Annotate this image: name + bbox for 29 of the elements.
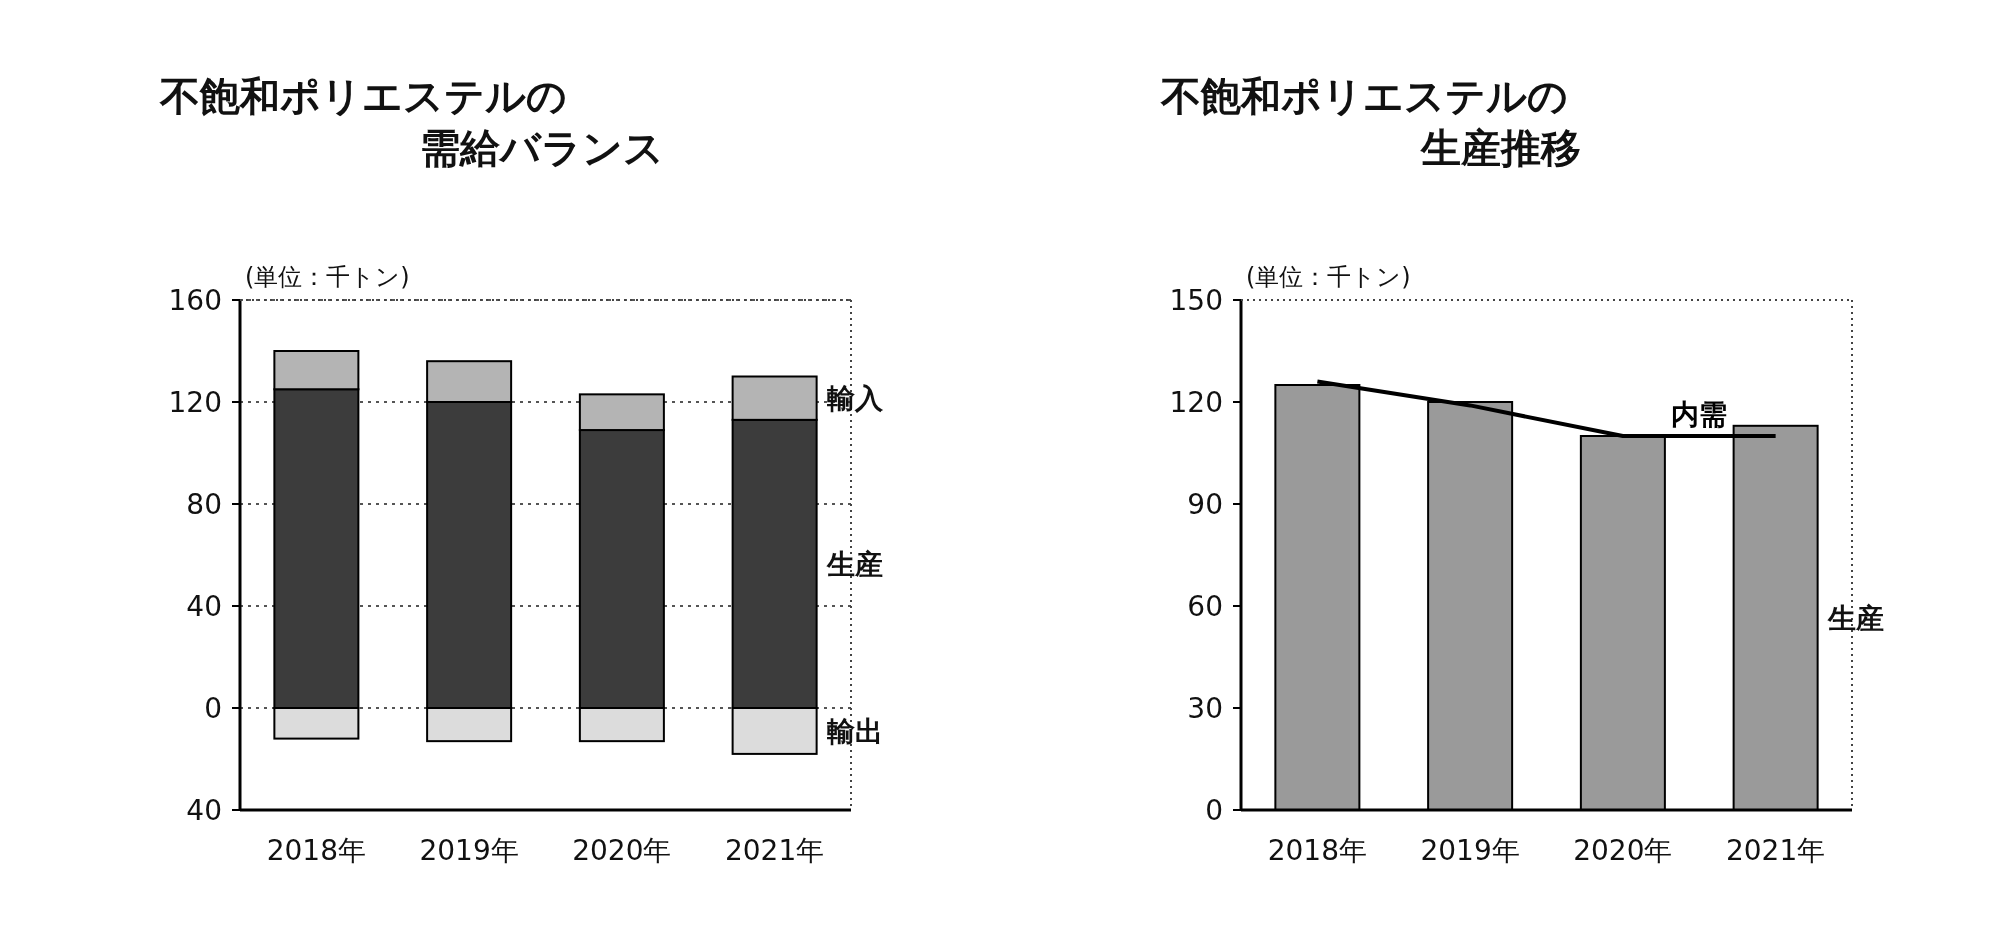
x-tick-label: 2018年 [266, 834, 367, 867]
x-tick-label: 2021年 [1725, 834, 1826, 867]
y-tick-label: 40 [186, 794, 222, 827]
text: (単位：千トン) [245, 263, 410, 291]
y-tick-label: 0 [204, 692, 222, 725]
y-tick-label: 0 [1205, 794, 1223, 827]
y-tick-label: 40 [186, 590, 222, 623]
y-tick-label: 80 [186, 488, 222, 521]
x-tick-label: 2021年 [724, 834, 825, 867]
x-tick-label: 2020年 [1573, 834, 1673, 867]
series-label: 生産 [1826, 601, 1884, 635]
chart-title: 不飽和ポリエステルの生産推移 [1160, 73, 1581, 171]
x-tick-label: 2019年 [1420, 834, 1520, 867]
series-label: 輸入 [825, 382, 884, 416]
chart-title: 不飽和ポリエステルの需給バランス [159, 73, 664, 171]
y-tick-label: 120 [168, 386, 222, 419]
y-tick-label: 60 [1187, 590, 1223, 623]
text: (単位：千トン) [1246, 263, 1411, 291]
series-label: 生産 [825, 547, 883, 581]
y-tick-label: 90 [1187, 488, 1223, 521]
series-label: 輸出 [825, 714, 883, 748]
y-tick-label: 30 [1187, 692, 1223, 725]
series-label: 内需 [1671, 398, 1728, 431]
y-tick-label: 120 [1169, 386, 1223, 419]
x-tick-label: 2019年 [419, 834, 519, 867]
x-tick-label: 2018年 [1267, 834, 1368, 867]
y-tick-label: 160 [168, 284, 222, 317]
y-tick-label: 150 [1169, 284, 1223, 317]
x-tick-label: 2020年 [572, 834, 672, 867]
